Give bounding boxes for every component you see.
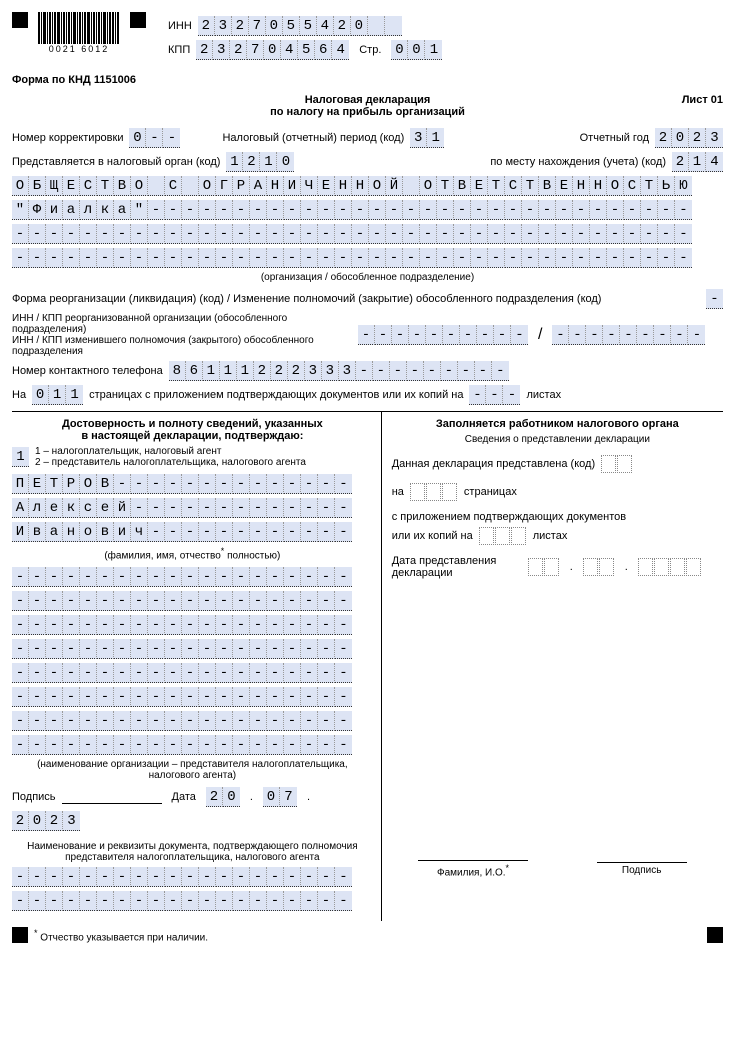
cell-row: -------------------- [12, 663, 352, 683]
fio-block: ПЕТРОВ-------------- Алексей-------------… [12, 474, 373, 542]
signature-line [62, 790, 162, 804]
right-heading: Заполняется работником налогового органа [392, 418, 723, 430]
doc-caption: Наименование и реквизиты документа, подт… [12, 841, 373, 863]
repr-block: -------------------- --------------------… [12, 567, 373, 755]
reorg-kpp-cells: --------- [552, 325, 705, 345]
sign-label: Подпись [12, 791, 56, 803]
r-date-d [528, 558, 560, 576]
r-l2a: на [392, 486, 404, 498]
corner-marker [12, 927, 28, 943]
slash: / [538, 326, 542, 344]
pages-att-cells: --- [469, 385, 520, 405]
left-heading1: Достоверность и полноту сведений, указан… [12, 418, 373, 430]
place-label: по месту нахождения (учета) (код) [490, 156, 666, 168]
pages-mid: страницах с приложением подтверждающих д… [89, 389, 463, 401]
barcode-label: 0021 6012 [38, 44, 120, 54]
r-l2b: страницах [464, 486, 517, 498]
date-label: Дата [172, 791, 196, 803]
reorg-innkpp-label2: ИНН / КПП изменившего полномочия (закрыт… [12, 335, 352, 357]
cell-row: -------------------- [12, 615, 352, 635]
r-fio: Фамилия, И.О. [437, 867, 506, 878]
left-heading2: в настоящей декларации, подтверждаю: [12, 430, 373, 442]
org-name-block: ОБЩЕСТВО С ОГРАНИЧЕННОЙ ОТВЕТСТВЕННОСТЬЮ… [12, 176, 723, 268]
cell-row: -------------------- [12, 867, 352, 887]
corr-cells: 0-- [129, 128, 180, 148]
kpp-cells: 232704564 [196, 40, 349, 60]
inn-label: ИНН [168, 20, 192, 32]
cell-row: -------------------- [12, 639, 352, 659]
right-sub: Сведения о представлении декларации [392, 434, 723, 445]
header: 0021 6012 ИНН 2327055420 КПП 232704564 С… [12, 12, 723, 64]
pages-suffix: листах [526, 389, 561, 401]
r-l4a: или их копий на [392, 530, 473, 542]
cell-row: -------------------- [12, 711, 352, 731]
cell-row: Алексей------------- [12, 498, 352, 518]
cell-row: ПЕТРОВ-------------- [12, 474, 352, 494]
date-d: 20 [206, 787, 240, 807]
left-column: Достоверность и полноту сведений, указан… [12, 412, 382, 921]
kpp-label: КПП [168, 44, 190, 56]
cell-row: -------------------- [12, 591, 352, 611]
r-att [479, 527, 527, 545]
r-date-m [583, 558, 615, 576]
cell-row: ---------------------------------------- [12, 224, 692, 244]
r-l5: Дата представления декларации [392, 555, 522, 579]
cell-row: -------------------- [12, 567, 352, 587]
year-label: Отчетный год [580, 132, 649, 144]
phone-cells: 86111222333--------- [169, 361, 509, 381]
doc-block: -------------------- -------------------- [12, 867, 373, 911]
r-l3: с приложением подтверждающих документов [392, 511, 723, 523]
opt1: 1 – налогоплательщик, налоговый агент [35, 446, 373, 457]
corr-label: Номер корректировки [12, 132, 123, 144]
place-cells: 214 [672, 152, 723, 172]
corner-marker [707, 927, 723, 943]
pages-cells: 011 [32, 385, 83, 405]
cell-row: Иванович------------ [12, 522, 352, 542]
date-m: 07 [263, 787, 297, 807]
inn-cells: 2327055420 [198, 16, 402, 36]
form-code: Форма по КНД 1151006 [12, 74, 723, 86]
cell-row: "Фиалка"-------------------------------- [12, 200, 692, 220]
year-cells: 2023 [655, 128, 723, 148]
reorg-label: Форма реорганизации (ликвидация) (код) /… [12, 293, 601, 305]
cell-row: -------------------- [12, 891, 352, 911]
phone-label: Номер контактного телефона [12, 365, 163, 377]
date-y: 2023 [12, 811, 80, 831]
repr-caption: (наименование организации – представител… [12, 759, 373, 781]
period-label: Налоговый (отчетный) период (код) [222, 132, 404, 144]
period-cells: 31 [410, 128, 444, 148]
r-sign: Подпись [560, 865, 723, 876]
fio-caption: (фамилия, имя, отчество* полностью) [12, 546, 373, 561]
title-1: Налоговая декларация [12, 94, 723, 106]
corner-marker [12, 12, 28, 28]
reorg-cells: - [706, 289, 723, 309]
corner-marker [130, 12, 146, 28]
barcode: 0021 6012 [38, 12, 120, 54]
cell-row: -------------------- [12, 735, 352, 755]
cell-row: ОБЩЕСТВО С ОГРАНИЧЕННОЙ ОТВЕТСТВЕННОСТЬЮ [12, 176, 692, 196]
r-pages [410, 483, 458, 501]
title-2: по налогу на прибыль организаций [12, 106, 723, 118]
r-date-y [638, 558, 702, 576]
r-code [601, 455, 633, 473]
organ-label: Представляется в налоговый орган (код) [12, 156, 220, 168]
right-column: Заполняется работником налогового органа… [382, 412, 723, 921]
r-l4b: листах [533, 530, 568, 542]
org-caption: (организация / обособленное подразделени… [12, 272, 723, 283]
pages-prefix: На [12, 389, 26, 401]
r-fio-line [418, 847, 528, 861]
who-cells: 1 [12, 447, 29, 467]
reorg-innkpp-label1: ИНН / КПП реорганизованной организации (… [12, 313, 352, 335]
r-l1: Данная декларация представлена (код) [392, 458, 595, 470]
cell-row: ---------------------------------------- [12, 248, 692, 268]
cell-row: -------------------- [12, 687, 352, 707]
organ-cells: 1210 [226, 152, 294, 172]
r-sign-line [597, 849, 687, 863]
footnote: Отчество указывается при наличии. [40, 932, 208, 943]
opt2: 2 – представитель налогоплательщика, нал… [35, 457, 373, 468]
sheet-label: Лист 01 [682, 94, 723, 106]
page-cells: 001 [391, 40, 442, 60]
page-label: Стр. [359, 44, 381, 56]
reorg-inn-cells: ---------- [358, 325, 528, 345]
